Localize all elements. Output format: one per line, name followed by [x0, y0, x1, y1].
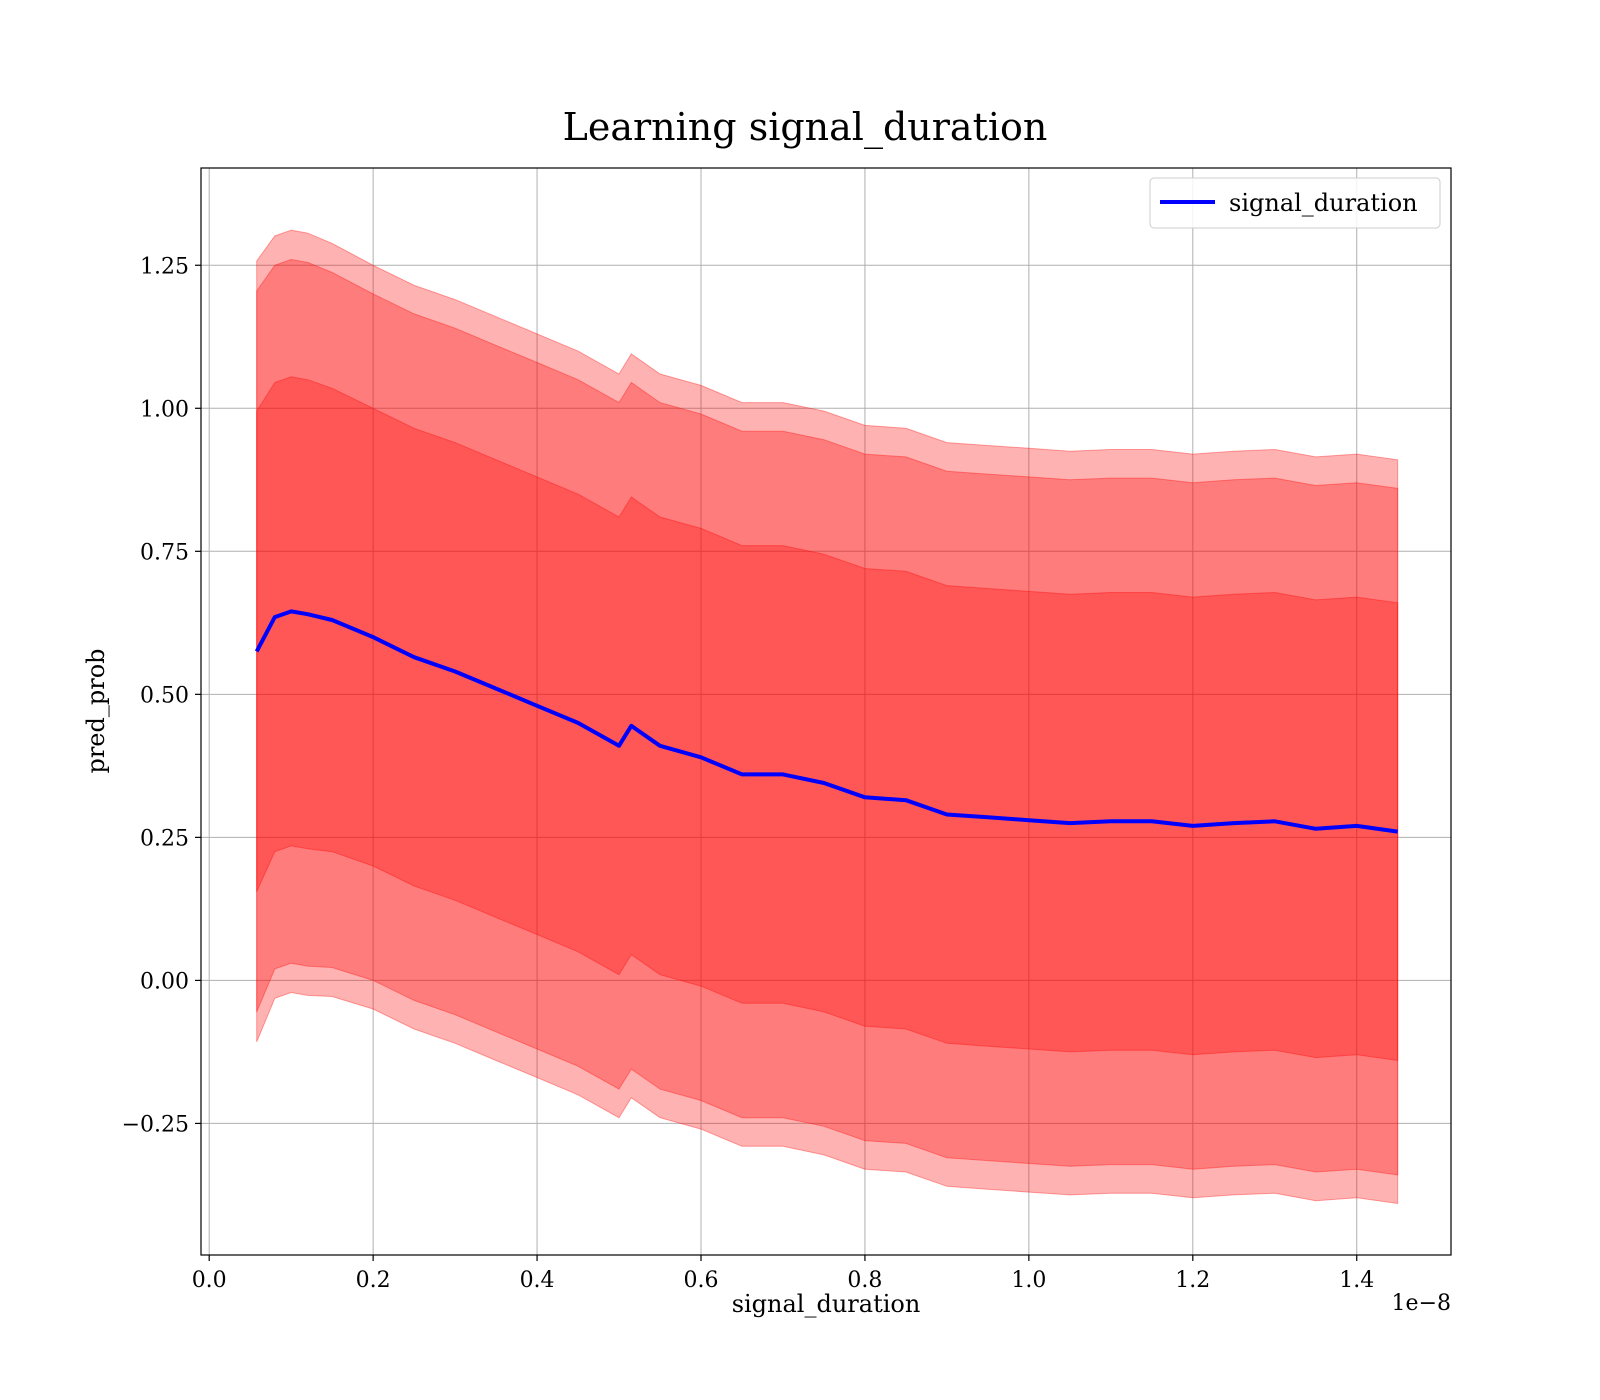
- legend-box: [1149, 177, 1441, 229]
- y-tick-label: −0.25: [122, 1112, 189, 1137]
- x-tick-label: 0.6: [684, 1268, 719, 1293]
- std-bands: [256, 229, 1399, 1205]
- x-offset-label: 1e−8: [1392, 1291, 1451, 1316]
- series-line-signal-duration: [254, 609, 1398, 834]
- x-tick-label: 0.8: [847, 1268, 882, 1293]
- x-ticks: 0.0 0.2 0.4 0.6 0.8 1.0 1.2 1.4: [192, 1255, 1374, 1293]
- chart-title: Learning signal_duration: [563, 105, 1048, 150]
- x-axis-label: signal_duration: [732, 1290, 921, 1318]
- grid: [201, 168, 1451, 1255]
- y-tick-label: 0.00: [140, 969, 189, 994]
- x-tick-label: 1.4: [1339, 1268, 1374, 1293]
- x-tick-label: 0.0: [192, 1268, 227, 1293]
- x-tick-label: 1.2: [1175, 1268, 1210, 1293]
- y-tick-label: 1.00: [140, 397, 189, 422]
- y-tick-label: 0.50: [140, 683, 189, 708]
- std-band: [256, 376, 1399, 1062]
- x-tick-label: 1.0: [1011, 1268, 1046, 1293]
- y-tick-label: 0.75: [140, 540, 189, 565]
- y-tick-label: 1.25: [140, 254, 189, 279]
- std-band: [256, 229, 1399, 1205]
- y-axis-label: pred_prob: [82, 648, 110, 773]
- x-tick-label: 0.4: [520, 1268, 555, 1293]
- plot-frame: [200, 167, 1452, 1256]
- std-band: [256, 258, 1399, 1176]
- y-tick-label: 0.25: [140, 826, 189, 851]
- legend-label: signal_duration: [1229, 189, 1418, 217]
- legend: signal_duration: [1149, 177, 1441, 229]
- x-tick-label: 0.2: [356, 1268, 391, 1293]
- mean-lines: [254, 609, 1398, 834]
- y-ticks: −0.25 0.00 0.25 0.50 0.75 1.00 1.25: [122, 254, 201, 1137]
